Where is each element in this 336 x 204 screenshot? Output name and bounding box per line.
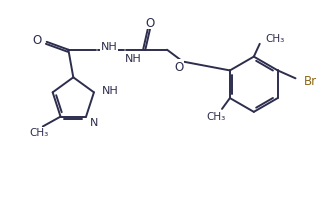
Text: O: O — [174, 61, 183, 74]
Text: NH: NH — [125, 53, 141, 63]
Text: NH: NH — [101, 42, 118, 52]
Text: Br: Br — [303, 74, 317, 87]
Text: NH: NH — [102, 86, 119, 96]
Text: O: O — [33, 34, 42, 47]
Text: CH₃: CH₃ — [266, 34, 285, 44]
Text: CH₃: CH₃ — [206, 111, 226, 121]
Text: CH₃: CH₃ — [29, 128, 48, 138]
Text: N: N — [90, 117, 98, 127]
Text: O: O — [145, 17, 155, 29]
